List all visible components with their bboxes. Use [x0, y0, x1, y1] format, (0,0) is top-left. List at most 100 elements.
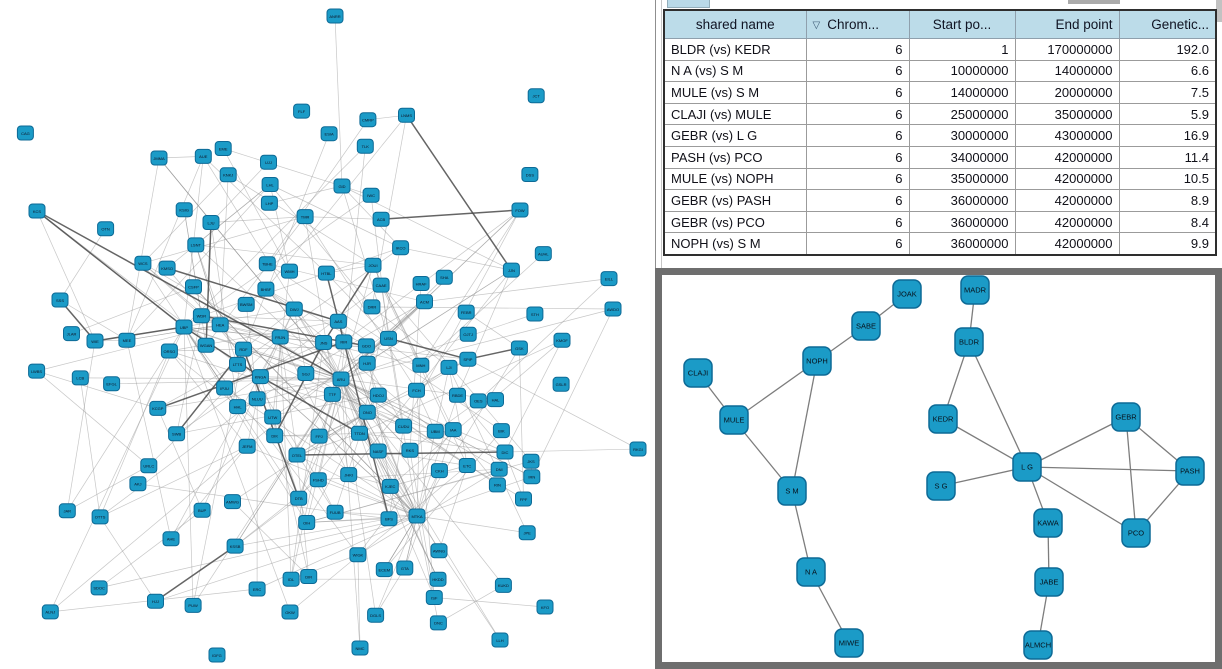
scrollbar-thumb[interactable]: [1068, 0, 1120, 4]
network-node[interactable]: HKDD: [429, 571, 447, 587]
network-node[interactable]: ISF: [425, 590, 443, 605]
network-node[interactable]: OTTS: [91, 509, 109, 525]
network-node[interactable]: WIGK: [349, 547, 367, 563]
network-node[interactable]: WCS: [134, 255, 152, 271]
network-node[interactable]: DNC: [429, 615, 447, 631]
network-node[interactable]: ACB: [372, 211, 390, 227]
network-node[interactable]: RKGI: [629, 441, 647, 457]
network-node[interactable]: AUHL: [534, 246, 552, 262]
network-node[interactable]: JPE: [518, 525, 536, 541]
network-node[interactable]: GTA: [396, 560, 414, 576]
network-node[interactable]: ACM: [416, 294, 433, 310]
network-node[interactable]: SDOC: [90, 580, 108, 596]
overview-network-canvas[interactable]: ANRR GID KCS JMMA FOW AWDO ARU MTKA OTEL DIC RKGI S…: [0, 0, 655, 669]
network-node-JABE[interactable]: JABE: [1034, 567, 1064, 597]
network-node[interactable]: CMRP: [359, 112, 377, 128]
table-row[interactable]: GEBR (vs) PCO 6 36000000 42000000 8.4: [663, 210, 1217, 234]
network-node[interactable]: ONO: [358, 404, 376, 420]
network-node[interactable]: AWDO: [604, 301, 622, 317]
network-node[interactable]: EFGL: [103, 376, 121, 392]
network-node[interactable]: GSLR: [552, 376, 570, 392]
network-node[interactable]: HEA: [211, 317, 229, 333]
network-node[interactable]: HJR: [358, 355, 376, 371]
network-node[interactable]: NASF: [369, 443, 387, 459]
network-node[interactable]: BHBF: [257, 281, 275, 297]
network-node[interactable]: ETC: [458, 458, 476, 473]
network-node[interactable]: KMSO: [158, 260, 176, 276]
network-node[interactable]: ESIA: [320, 126, 338, 142]
network-node[interactable]: AWNG: [430, 543, 448, 559]
network-node-S-M[interactable]: S M: [777, 476, 807, 506]
network-node[interactable]: KCGP: [149, 400, 167, 416]
network-node[interactable]: DRR: [363, 299, 381, 315]
network-node[interactable]: JNS: [315, 335, 333, 350]
network-node[interactable]: ANRR: [326, 8, 344, 24]
network-node[interactable]: AKJ: [129, 476, 147, 492]
network-node[interactable]: NMC: [351, 640, 369, 656]
table-row[interactable]: PASH (vs) PCO 6 34000000 42000000 11.4: [663, 145, 1217, 169]
filtered-network-canvas[interactable]: JOAK MADR SABE NOPH CLAJI BLDR MULE KEDR GEBR L G…: [662, 275, 1215, 662]
network-node[interactable]: STH: [526, 306, 544, 322]
network-node[interactable]: CAAE: [372, 277, 390, 293]
network-node[interactable]: SGJ: [297, 366, 315, 381]
network-node[interactable]: WMH: [281, 263, 298, 279]
column-header-end_point[interactable]: End point: [1014, 9, 1120, 39]
network-node[interactable]: GDO: [357, 338, 375, 354]
network-node[interactable]: UJJ: [260, 154, 277, 170]
network-node[interactable]: IKCO: [392, 240, 410, 256]
network-node[interactable]: KJEC: [381, 478, 399, 494]
network-node[interactable]: JHKI: [340, 467, 358, 483]
network-node[interactable]: FPF: [515, 491, 532, 507]
network-node[interactable]: JOUI: [364, 257, 382, 273]
table-row[interactable]: GEBR (vs) PASH 6 36000000 42000000 8.9: [663, 189, 1217, 212]
network-node[interactable]: GSK: [510, 340, 528, 356]
table-row[interactable]: CLAJI (vs) MULE 6 25000000 35000000 5.9: [663, 102, 1217, 126]
network-node[interactable]: SPIP: [459, 351, 477, 367]
network-node[interactable]: DWJ: [285, 301, 303, 317]
network-node[interactable]: LCB: [71, 370, 89, 386]
table-row[interactable]: N A (vs) S M 6 10000000 14000000 6.6: [663, 59, 1217, 83]
table-row[interactable]: MULE (vs) S M 6 14000000 20000000 7.5: [663, 81, 1217, 104]
network-node[interactable]: IPJU: [216, 380, 234, 396]
network-node-NOPH[interactable]: NOPH: [802, 346, 832, 376]
network-node[interactable]: JAR: [58, 503, 76, 519]
network-node[interactable]: FLF: [293, 103, 311, 119]
network-node-MADR[interactable]: MADR: [960, 275, 990, 305]
network-node[interactable]: DSS: [521, 167, 539, 182]
network-node[interactable]: HRAF: [412, 276, 430, 291]
network-node[interactable]: TBHE: [258, 256, 276, 272]
network-edge-L-G--PASH[interactable]: [1026, 466, 1191, 472]
network-node[interactable]: ARU: [332, 371, 350, 387]
network-node[interactable]: CAG: [16, 125, 34, 141]
network-node[interactable]: GID: [333, 178, 351, 194]
network-node[interactable]: TMR: [296, 209, 314, 225]
network-node[interactable]: RKS: [401, 442, 419, 458]
network-node-BLDR[interactable]: BLDR: [954, 327, 984, 357]
network-node[interactable]: TTDN: [351, 425, 368, 441]
network-node[interactable]: USN: [380, 330, 397, 346]
filter-icon[interactable]: ▽: [812, 20, 821, 31]
column-header-start_point[interactable]: Start po...: [908, 9, 1016, 39]
network-node[interactable]: KSIG: [175, 202, 193, 218]
network-node[interactable]: CUDU: [395, 418, 413, 434]
network-node[interactable]: PUW: [184, 597, 202, 613]
network-node[interactable]: JLAR: [63, 326, 80, 342]
network-node[interactable]: AUE: [194, 148, 212, 164]
network-node[interactable]: LJU: [202, 215, 220, 230]
network-node[interactable]: ECEM: [375, 562, 393, 578]
network-node[interactable]: LTTS: [229, 356, 246, 372]
network-node[interactable]: UTW: [264, 409, 282, 425]
network-node[interactable]: RDF: [235, 341, 252, 357]
network-node-SABE[interactable]: SABE: [851, 311, 881, 341]
network-node[interactable]: LHP: [260, 195, 278, 211]
network-node[interactable]: UBM: [426, 423, 444, 439]
network-node[interactable]: OIH: [298, 515, 316, 530]
network-node[interactable]: WIE: [86, 333, 104, 349]
network-node[interactable]: FPJ: [310, 428, 328, 444]
network-node[interactable]: OKW: [281, 604, 299, 620]
network-node[interactable]: NLUU: [248, 391, 266, 407]
network-node-S-G[interactable]: S G: [926, 471, 956, 501]
network-node-JOAK[interactable]: JOAK: [892, 279, 922, 309]
network-node[interactable]: FSHD: [309, 472, 327, 488]
network-node[interactable]: DIC: [496, 444, 514, 460]
